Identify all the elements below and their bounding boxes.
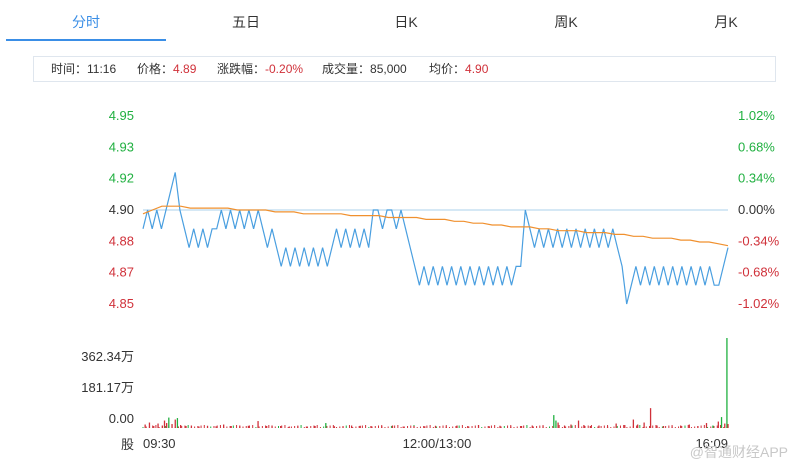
y-tick-right: -1.02% — [738, 296, 780, 311]
price-label: 价格： — [137, 62, 174, 76]
watermark: @智通财经APP — [689, 444, 788, 460]
quote-info-bar: 时间：11:16 价格：4.89 涨跌幅：-0.20% 成交量：85,000 均… — [33, 56, 776, 82]
avg-label: 均价： — [429, 62, 466, 76]
x-tick-midday: 12:00/13:00 — [403, 436, 472, 451]
time-info: 时间：11:16 — [51, 57, 116, 81]
volume-y-tick: 0.00 — [109, 411, 134, 426]
change-label: 涨跌幅： — [217, 62, 266, 76]
y-tick-right: 1.02% — [738, 108, 775, 123]
avg-info: 均价：4.90 — [429, 57, 488, 81]
tab-monthly-k[interactable]: 月K — [714, 14, 738, 30]
price-value: 4.89 — [173, 62, 197, 76]
y-tick-right: 0.34% — [738, 171, 775, 186]
y-tick-left: 4.95 — [109, 108, 134, 123]
active-tab-indicator — [6, 39, 166, 41]
volume-y-tick: 362.34万 — [81, 349, 134, 364]
y-tick-left: 4.92 — [109, 171, 134, 186]
y-tick-left: 4.85 — [109, 296, 134, 311]
y-tick-right: -0.68% — [738, 265, 780, 280]
average-price-line — [142, 205, 729, 247]
tab-weekly-k[interactable]: 周K — [554, 14, 578, 30]
x-tick-open: 09:30 — [143, 436, 176, 451]
time-value: 11:16 — [87, 62, 117, 76]
period-tabs: 分时 五日 日K 周K 月K — [0, 0, 800, 44]
volume-value: 85,000 — [370, 62, 407, 76]
avg-value: 4.90 — [465, 62, 489, 76]
y-tick-right: -0.34% — [738, 233, 780, 248]
volume-unit-label: 股 — [121, 437, 134, 452]
y-tick-left: 4.88 — [109, 233, 134, 248]
time-label: 时间： — [51, 62, 88, 76]
y-tick-right: 0.00% — [738, 202, 775, 217]
change-value: -0.20% — [265, 62, 304, 76]
volume-label: 成交量： — [322, 62, 371, 76]
volume-y-tick: 181.17万 — [81, 380, 134, 395]
y-tick-left: 4.87 — [109, 265, 134, 280]
price-info: 价格：4.89 — [137, 57, 196, 81]
x-tick-close: 16:09 — [695, 436, 728, 451]
volume-info: 成交量：85,000 — [322, 57, 407, 81]
tab-daily-k[interactable]: 日K — [394, 14, 418, 30]
y-tick-left: 4.90 — [109, 202, 134, 217]
y-tick-right: 0.68% — [738, 139, 775, 154]
change-info: 涨跌幅：-0.20% — [217, 57, 303, 81]
tab-five-day[interactable]: 五日 — [232, 14, 260, 30]
y-tick-left: 4.93 — [109, 139, 134, 154]
price-line — [142, 172, 729, 305]
tab-intraday[interactable]: 分时 — [72, 14, 100, 30]
